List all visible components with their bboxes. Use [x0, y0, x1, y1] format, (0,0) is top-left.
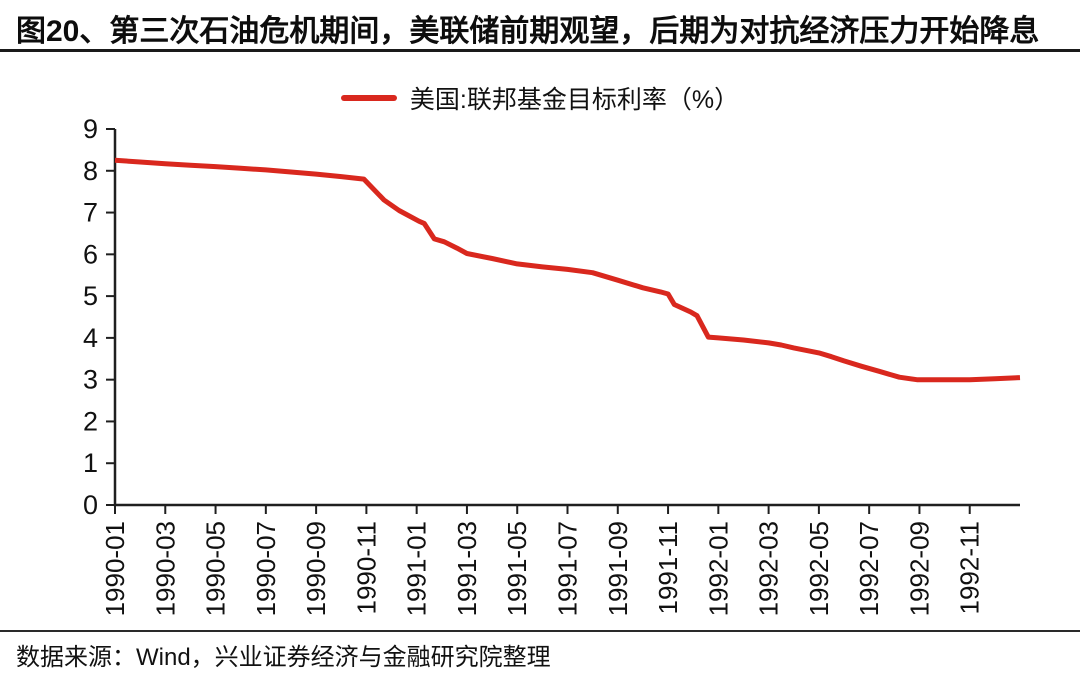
x-axis-tick-label: 1991-05: [502, 521, 532, 616]
legend-line-swatch: [340, 95, 397, 101]
chart-legend: 美国:联邦基金目标利率（%）: [0, 82, 1080, 114]
y-axis-tick-label: 8: [83, 156, 98, 186]
data-source-note: 数据来源：Wind，兴业证券经济与金融研究院整理: [16, 644, 551, 671]
x-axis-tick-label: 1992-03: [754, 521, 784, 616]
legend-label: 美国:联邦基金目标利率（%）: [409, 86, 740, 114]
x-axis-tick-label: 1992-05: [804, 521, 834, 616]
x-axis-tick-label: 1992-11: [955, 521, 985, 615]
y-axis-tick-label: 5: [83, 281, 98, 311]
x-axis-tick-label: 1992-01: [703, 521, 733, 616]
y-axis-tick-label: 0: [83, 490, 98, 520]
x-axis-tick-label: 1991-09: [603, 521, 633, 616]
x-axis-tick-label: 1991-01: [402, 521, 432, 616]
y-axis-tick-label: 7: [83, 198, 98, 228]
x-axis-tick-label: 1990-09: [301, 521, 331, 616]
axis-lines: [113, 129, 1020, 507]
x-axis-tick-label: 1991-11: [653, 521, 683, 615]
footer-divider: [0, 630, 1080, 632]
x-axis-tick-label: 1992-09: [904, 521, 934, 616]
x-axis-tick-label: 1990-11: [351, 521, 381, 615]
y-axis-tick-label: 4: [83, 323, 98, 353]
x-axis-tick-label: 1991-03: [452, 521, 482, 616]
y-axis-tick-label: 2: [83, 406, 98, 436]
y-axis-tick-label: 3: [83, 365, 98, 395]
fed-funds-target-rate-line: [114, 157, 1021, 383]
x-axis-tick-label: 1992-07: [854, 521, 884, 616]
x-axis-tick-label: 1990-05: [201, 521, 231, 616]
x-axis-tick-label: 1990-01: [100, 521, 130, 616]
figure-title: 图20、第三次石油危机期间，美联储前期观望，后期为对抗经济压力开始降息: [16, 15, 1040, 48]
y-axis-tick-label: 9: [83, 114, 98, 144]
x-axis-tick-label: 1991-07: [553, 521, 583, 616]
y-axis-tick-label: 6: [83, 239, 98, 269]
x-axis-tick-label: 1990-07: [251, 521, 281, 616]
y-axis-tick-label: 1: [83, 448, 98, 478]
title-divider: [0, 49, 1080, 52]
x-axis-tick-label: 1990-03: [150, 521, 180, 616]
